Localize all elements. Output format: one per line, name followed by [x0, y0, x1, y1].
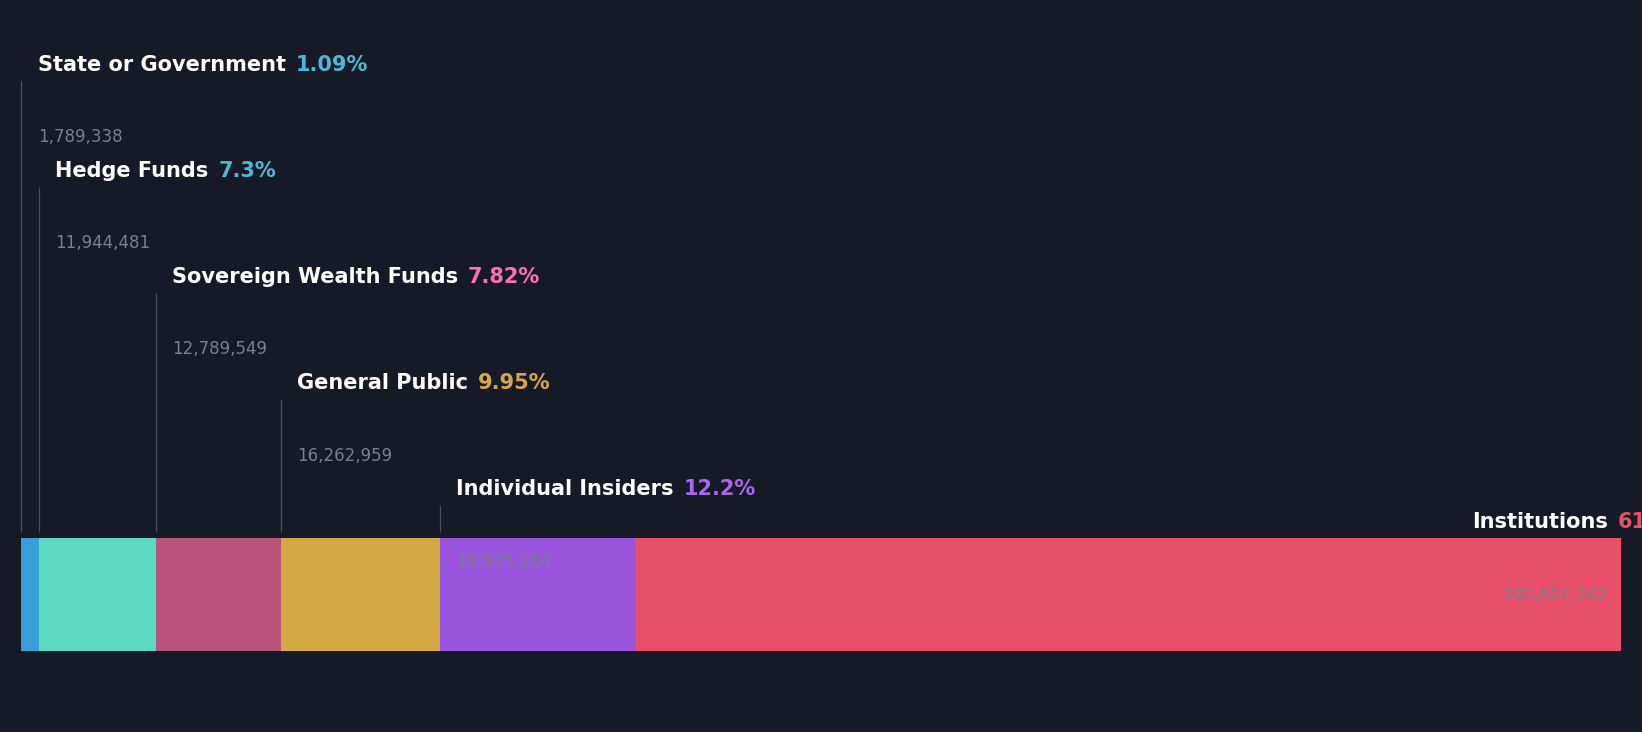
Bar [39, 538, 156, 651]
Text: 11,944,481: 11,944,481 [56, 234, 151, 253]
Text: Institutions: Institutions [1471, 512, 1608, 532]
Text: General Public: General Public [297, 373, 468, 393]
Text: Hedge Funds: Hedge Funds [56, 161, 209, 181]
Text: 7.82%: 7.82% [468, 267, 540, 287]
Bar [635, 538, 1621, 651]
Text: 1.09%: 1.09% [296, 55, 368, 75]
Text: 61.6%: 61.6% [1617, 512, 1642, 532]
Text: Individual Insiders: Individual Insiders [456, 479, 673, 499]
Text: Sovereign Wealth Funds: Sovereign Wealth Funds [172, 267, 458, 287]
Bar [21, 538, 39, 651]
Text: 19,935,264: 19,935,264 [456, 553, 552, 571]
Text: 1,789,338: 1,789,338 [38, 128, 123, 146]
Text: State or Government: State or Government [38, 55, 286, 75]
Text: 100,807,242: 100,807,242 [1502, 586, 1608, 604]
Text: 12,789,549: 12,789,549 [172, 340, 268, 359]
Bar [156, 538, 281, 651]
Text: 12.2%: 12.2% [683, 479, 755, 499]
Bar [281, 538, 440, 651]
Text: 9.95%: 9.95% [478, 373, 550, 393]
Text: 7.3%: 7.3% [218, 161, 276, 181]
Text: 16,262,959: 16,262,959 [297, 447, 392, 465]
Bar [440, 538, 635, 651]
